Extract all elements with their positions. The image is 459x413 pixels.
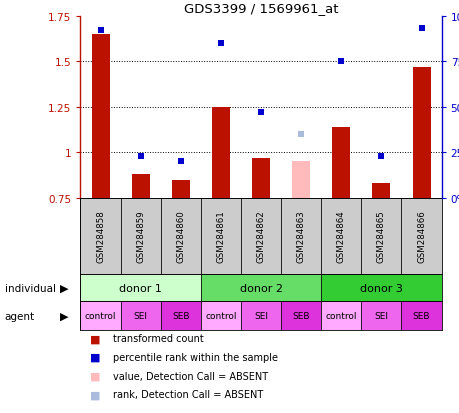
Text: control: control <box>84 311 116 320</box>
Title: GDS3399 / 1569961_at: GDS3399 / 1569961_at <box>184 2 337 15</box>
Text: ▶: ▶ <box>60 283 68 293</box>
Text: GSM284865: GSM284865 <box>376 210 385 263</box>
Text: GSM284866: GSM284866 <box>416 210 425 263</box>
Text: SEB: SEB <box>172 311 189 320</box>
Bar <box>361 198 401 275</box>
Text: donor 3: donor 3 <box>359 283 402 293</box>
Bar <box>91 35 109 198</box>
Text: GSM284860: GSM284860 <box>176 210 185 263</box>
Bar <box>320 198 361 275</box>
Text: control: control <box>325 311 356 320</box>
Text: value, Detection Call = ABSENT: value, Detection Call = ABSENT <box>112 371 267 381</box>
Text: GSM284863: GSM284863 <box>296 210 305 263</box>
Text: GSM284864: GSM284864 <box>336 210 345 263</box>
Text: SEB: SEB <box>292 311 309 320</box>
Bar <box>291 162 309 198</box>
Bar <box>131 175 149 198</box>
Bar <box>401 198 441 275</box>
Bar <box>320 301 361 330</box>
Bar <box>171 180 190 198</box>
Bar <box>320 275 441 301</box>
Text: GSM284861: GSM284861 <box>216 210 225 263</box>
Bar <box>120 198 160 275</box>
Bar <box>280 198 320 275</box>
Text: transformed count: transformed count <box>112 334 203 344</box>
Bar <box>412 67 430 198</box>
Text: GSM284862: GSM284862 <box>256 210 265 263</box>
Text: control: control <box>205 311 236 320</box>
Text: ▶: ▶ <box>60 311 68 321</box>
Text: rank, Detection Call = ABSENT: rank, Detection Call = ABSENT <box>112 389 263 399</box>
Text: percentile rank within the sample: percentile rank within the sample <box>112 352 277 362</box>
Bar <box>120 301 160 330</box>
Bar <box>201 275 320 301</box>
Text: donor 2: donor 2 <box>239 283 282 293</box>
Text: SEI: SEI <box>134 311 147 320</box>
Bar <box>331 127 350 198</box>
Text: ■: ■ <box>90 352 100 362</box>
Text: agent: agent <box>5 311 34 321</box>
Text: GSM284859: GSM284859 <box>136 210 145 263</box>
Bar <box>80 275 201 301</box>
Bar <box>80 198 120 275</box>
Text: donor 1: donor 1 <box>119 283 162 293</box>
Text: GSM284858: GSM284858 <box>96 210 105 263</box>
Bar <box>201 198 241 275</box>
Text: ■: ■ <box>90 389 100 399</box>
Bar <box>160 198 201 275</box>
Text: individual: individual <box>5 283 56 293</box>
Bar <box>201 301 241 330</box>
Text: SEI: SEI <box>253 311 268 320</box>
Bar <box>241 301 280 330</box>
Text: SEI: SEI <box>374 311 387 320</box>
Bar <box>401 301 441 330</box>
Bar <box>280 301 320 330</box>
Text: ■: ■ <box>90 334 100 344</box>
Bar <box>80 301 120 330</box>
Text: SEB: SEB <box>412 311 429 320</box>
Bar <box>372 184 390 198</box>
Bar <box>252 158 269 198</box>
Bar <box>160 301 201 330</box>
Text: ■: ■ <box>90 371 100 381</box>
Bar <box>212 107 230 198</box>
Bar <box>361 301 401 330</box>
Bar <box>241 198 280 275</box>
